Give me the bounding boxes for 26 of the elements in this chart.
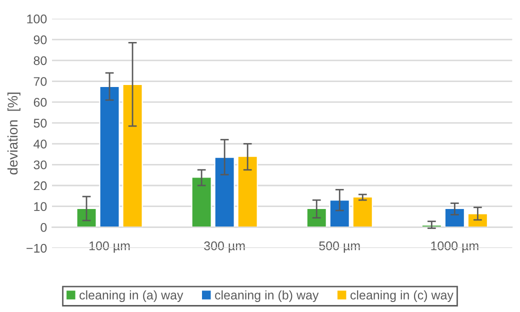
bar [99, 86, 120, 228]
bar [329, 200, 350, 228]
bar [76, 208, 97, 228]
bar [352, 196, 373, 228]
y-tick-label: 40 [34, 140, 47, 148]
y-tick-label: 10 [34, 202, 47, 211]
y-axis-title: deviation [%] [7, 92, 20, 174]
y-tick-label: 90 [34, 35, 47, 44]
bar [237, 156, 258, 228]
y-tick-label: 70 [34, 77, 47, 86]
bar [444, 208, 466, 228]
y-tick-label: 50 [34, 118, 47, 128]
bar [214, 156, 235, 228]
y-tick-label: 30 [34, 160, 47, 170]
y-tick-label: 100 [27, 14, 47, 24]
y-tick-label: 60 [34, 98, 47, 107]
y-tick-label: −10 [26, 244, 47, 253]
legend-label: cleaning in (a) way [80, 290, 184, 302]
y-tick-label: 80 [34, 56, 47, 66]
legend-label: cleaning in (c) way [350, 290, 454, 302]
y-tick-label: 0 [40, 222, 47, 232]
bar [122, 84, 143, 228]
bar [191, 176, 212, 228]
bar [306, 208, 327, 228]
legend-label: cleaning in (b) way [215, 290, 319, 302]
y-tick-label: 20 [34, 181, 47, 190]
